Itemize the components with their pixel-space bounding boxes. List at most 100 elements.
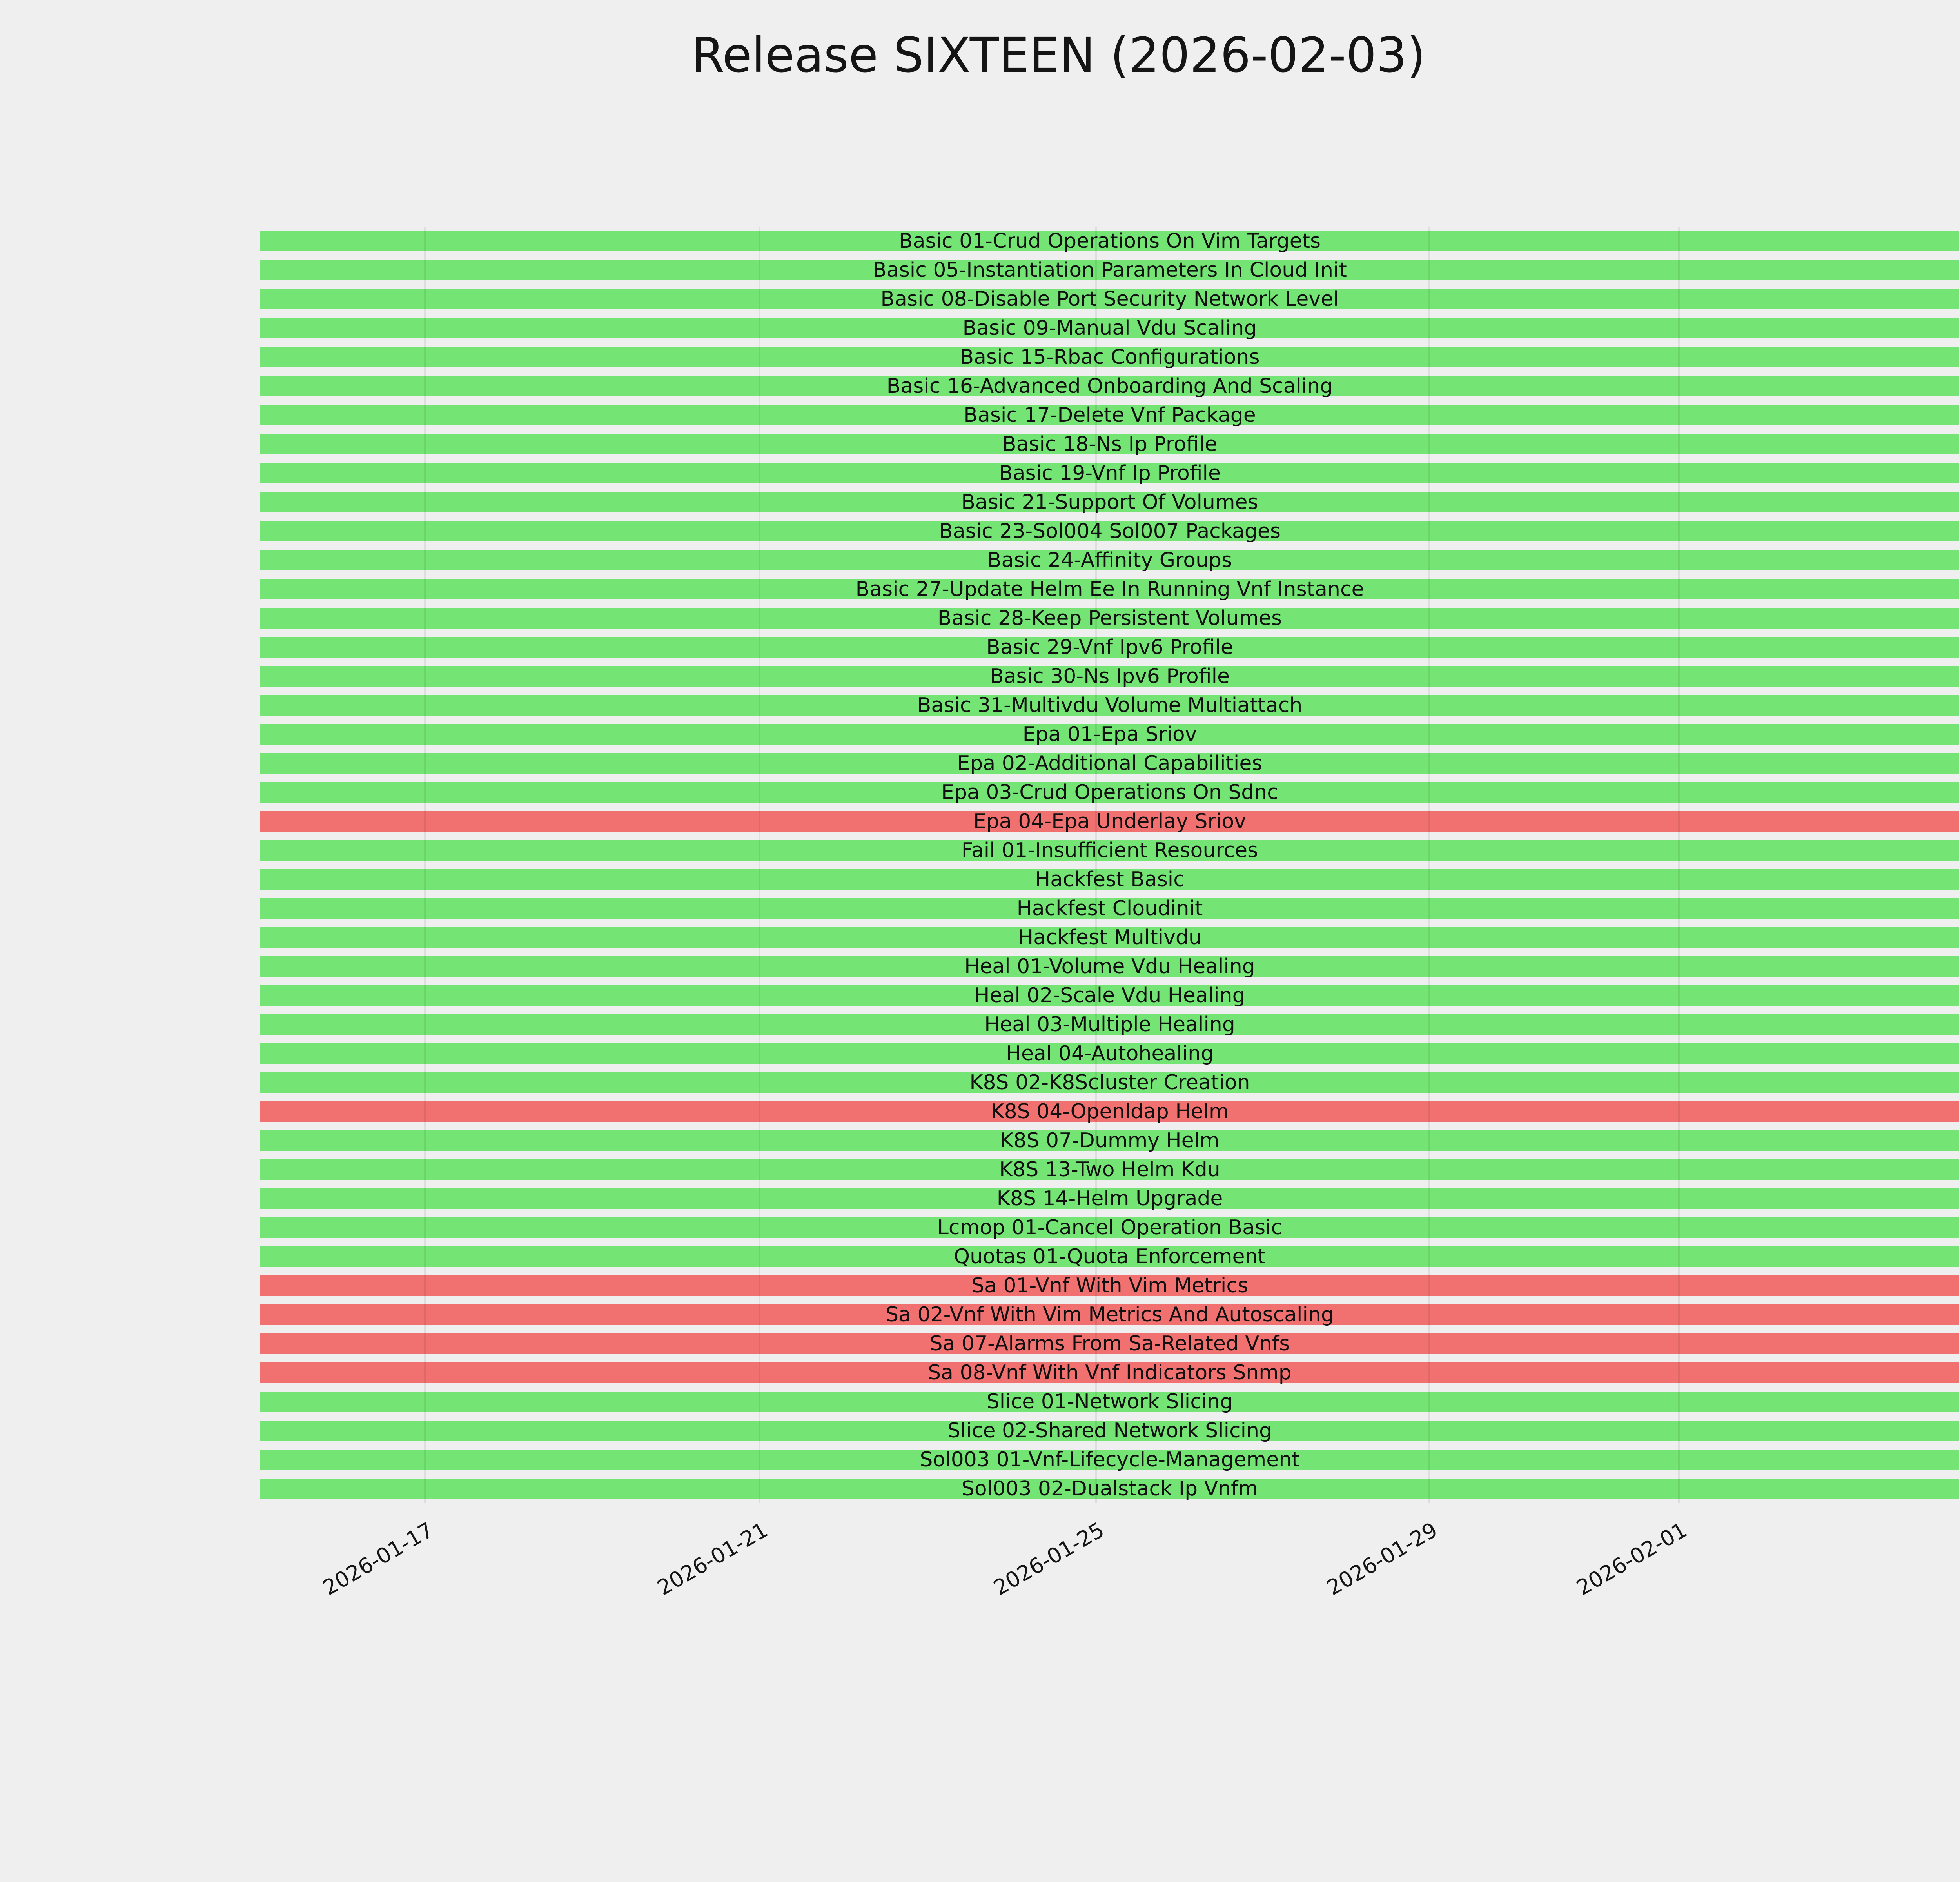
task-bar-pass: Sol003 01-Vnf-Lifecycle-Management — [260, 1450, 1959, 1470]
task-label: Basic 17-Delete Vnf Package — [964, 403, 1256, 427]
task-bar-pass: Quotas 01-Quota Enforcement — [260, 1246, 1959, 1267]
task-bar-pass: Basic 16-Advanced Onboarding And Scaling — [260, 376, 1959, 396]
task-bar-pass: Basic 09-Manual Vdu Scaling — [260, 318, 1959, 338]
plot-area: Basic 01-Crud Operations On Vim Targets B… — [260, 227, 1959, 1503]
task-label: Basic 21-Support Of Volumes — [961, 490, 1258, 514]
task-label: Epa 03-Crud Operations On Sdnc — [941, 781, 1278, 804]
gridline — [759, 227, 761, 1503]
task-label: Basic 01-Crud Operations On Vim Targets — [898, 229, 1321, 253]
gridline — [1428, 227, 1430, 1503]
gantt-row: Basic 05-Instantiation Parameters In Clo… — [260, 256, 1959, 285]
task-bar-pass: Epa 02-Additional Capabilities — [260, 753, 1959, 774]
task-label: Basic 27-Update Helm Ee In Running Vnf I… — [855, 578, 1364, 601]
gantt-row: Basic 29-Vnf Ipv6 Profile — [260, 633, 1959, 662]
gantt-row: Quotas 01-Quota Enforcement — [260, 1242, 1959, 1271]
task-label: Sol003 01-Vnf-Lifecycle-Management — [920, 1448, 1300, 1471]
task-label: Hackfest Multivdu — [1018, 926, 1201, 949]
gantt-row: Hackfest Cloudinit — [260, 894, 1959, 923]
task-bar-pass: Basic 18-Ns Ip Profile — [260, 434, 1959, 454]
task-bar-pass: Hackfest Multivdu — [260, 927, 1959, 948]
gantt-row: K8S 04-Openldap Helm — [260, 1097, 1959, 1126]
task-bar-fail: Sa 08-Vnf With Vnf Indicators Snmp — [260, 1362, 1959, 1383]
task-label: Heal 04-Autohealing — [1005, 1042, 1214, 1065]
task-label: K8S 13-Two Helm Kdu — [999, 1158, 1220, 1181]
task-label: Heal 01-Volume Vdu Healing — [964, 955, 1255, 978]
task-bar-pass: Basic 21-Support Of Volumes — [260, 492, 1959, 512]
task-label: K8S 04-Openldap Helm — [991, 1100, 1229, 1123]
gantt-row: Basic 24-Affinity Groups — [260, 546, 1959, 575]
gantt-row: Fail 01-Insufficient Resources — [260, 836, 1959, 865]
task-bar-pass: K8S 13-Two Helm Kdu — [260, 1159, 1959, 1180]
gantt-row: Basic 09-Manual Vdu Scaling — [260, 314, 1959, 343]
x-tick-label: 2026-01-21 — [653, 1517, 772, 1600]
x-tick-label: 2026-01-25 — [989, 1517, 1109, 1600]
gantt-row: Sol003 01-Vnf-Lifecycle-Management — [260, 1445, 1959, 1474]
task-label: Basic 15-Rbac Configurations — [960, 345, 1260, 369]
x-tick-label: 2026-01-17 — [318, 1517, 437, 1600]
gantt-row: K8S 13-Two Helm Kdu — [260, 1155, 1959, 1184]
task-bar-pass: Basic 24-Affinity Groups — [260, 550, 1959, 570]
task-bar-pass: Basic 08-Disable Port Security Network L… — [260, 289, 1959, 309]
gantt-row: Basic 08-Disable Port Security Network L… — [260, 285, 1959, 314]
task-bar-pass: Hackfest Cloudinit — [260, 898, 1959, 919]
gantt-row: Basic 17-Delete Vnf Package — [260, 401, 1959, 430]
task-label: Basic 16-Advanced Onboarding And Scaling — [886, 374, 1333, 398]
task-label: Hackfest Cloudinit — [1016, 897, 1203, 920]
task-label: Lcmop 01-Cancel Operation Basic — [937, 1216, 1283, 1239]
gantt-row: Basic 18-Ns Ip Profile — [260, 430, 1959, 459]
task-bar-pass: Slice 01-Network Slicing — [260, 1392, 1959, 1412]
gantt-row: Epa 03-Crud Operations On Sdnc — [260, 778, 1959, 807]
gantt-row: Basic 31-Multivdu Volume Multiattach — [260, 691, 1959, 720]
task-bar-pass: Heal 04-Autohealing — [260, 1043, 1959, 1064]
task-bar-pass: Fail 01-Insufficient Resources — [260, 840, 1959, 861]
task-bar-pass: Lcmop 01-Cancel Operation Basic — [260, 1217, 1959, 1238]
task-bar-pass: Slice 02-Shared Network Slicing — [260, 1421, 1959, 1441]
task-label: Sol003 02-Dualstack Ip Vnfm — [961, 1477, 1258, 1501]
task-label: K8S 07-Dummy Helm — [1000, 1129, 1220, 1152]
task-label: Sa 07-Alarms From Sa-Related Vnfs — [929, 1332, 1290, 1355]
task-label: Heal 02-Scale Vdu Healing — [974, 984, 1245, 1007]
task-label: Slice 02-Shared Network Slicing — [947, 1419, 1272, 1442]
task-bar-fail: Sa 07-Alarms From Sa-Related Vnfs — [260, 1333, 1959, 1354]
task-label: Quotas 01-Quota Enforcement — [954, 1245, 1266, 1268]
task-label: Fail 01-Insufficient Resources — [961, 839, 1258, 862]
task-bar-fail: Epa 04-Epa Underlay Sriov — [260, 811, 1959, 832]
x-tick-label: 2026-02-01 — [1572, 1517, 1691, 1600]
task-label: Hackfest Basic — [1035, 868, 1185, 891]
task-bar-pass: Sol003 02-Dualstack Ip Vnfm — [260, 1479, 1959, 1499]
task-bar-pass: Heal 03-Multiple Healing — [260, 1014, 1959, 1035]
task-bar-pass: Basic 01-Crud Operations On Vim Targets — [260, 231, 1959, 251]
task-bar-pass: Basic 23-Sol004 Sol007 Packages — [260, 521, 1959, 541]
task-bar-pass: Basic 27-Update Helm Ee In Running Vnf I… — [260, 579, 1959, 599]
gantt-row: Basic 30-Ns Ipv6 Profile — [260, 662, 1959, 691]
gantt-row: Hackfest Basic — [260, 865, 1959, 894]
gantt-row: Sa 02-Vnf With Vim Metrics And Autoscali… — [260, 1300, 1959, 1329]
gantt-row: Heal 04-Autohealing — [260, 1039, 1959, 1068]
task-label: Basic 31-Multivdu Volume Multiattach — [917, 694, 1303, 717]
task-label: Sa 02-Vnf With Vim Metrics And Autoscali… — [886, 1303, 1334, 1326]
task-label: Sa 08-Vnf With Vnf Indicators Snmp — [928, 1361, 1292, 1384]
gantt-row: Heal 01-Volume Vdu Healing — [260, 952, 1959, 981]
task-bar-pass: Epa 01-Epa Sriov — [260, 724, 1959, 745]
gantt-row: Sa 01-Vnf With Vim Metrics — [260, 1271, 1959, 1300]
task-bar-pass: K8S 14-Helm Upgrade — [260, 1188, 1959, 1209]
gantt-row: Epa 04-Epa Underlay Sriov — [260, 807, 1959, 836]
gantt-row: Basic 21-Support Of Volumes — [260, 488, 1959, 517]
chart-title: Release SIXTEEN (2026-02-03) — [691, 27, 1426, 83]
rows: Basic 01-Crud Operations On Vim Targets B… — [260, 227, 1959, 1503]
task-bar-pass: Epa 03-Crud Operations On Sdnc — [260, 782, 1959, 803]
task-label: Basic 29-Vnf Ipv6 Profile — [986, 636, 1233, 659]
task-label: Basic 28-Keep Persistent Volumes — [937, 607, 1282, 630]
task-bar-pass: Basic 15-Rbac Configurations — [260, 347, 1959, 367]
task-label: Epa 04-Epa Underlay Sriov — [973, 810, 1246, 833]
gantt-row: Sa 08-Vnf With Vnf Indicators Snmp — [260, 1358, 1959, 1387]
task-bar-pass: Heal 01-Volume Vdu Healing — [260, 956, 1959, 977]
task-label: Basic 19-Vnf Ip Profile — [998, 461, 1221, 485]
task-bar-pass: Basic 05-Instantiation Parameters In Clo… — [260, 260, 1959, 280]
task-label: Basic 09-Manual Vdu Scaling — [962, 316, 1257, 340]
task-bar-pass: Basic 19-Vnf Ip Profile — [260, 463, 1959, 483]
task-label: Heal 03-Multiple Healing — [984, 1013, 1235, 1036]
task-label: Basic 08-Disable Port Security Network L… — [880, 287, 1339, 311]
task-label: K8S 02-K8Scluster Creation — [969, 1071, 1250, 1094]
x-tick-label: 2026-01-29 — [1322, 1517, 1442, 1600]
